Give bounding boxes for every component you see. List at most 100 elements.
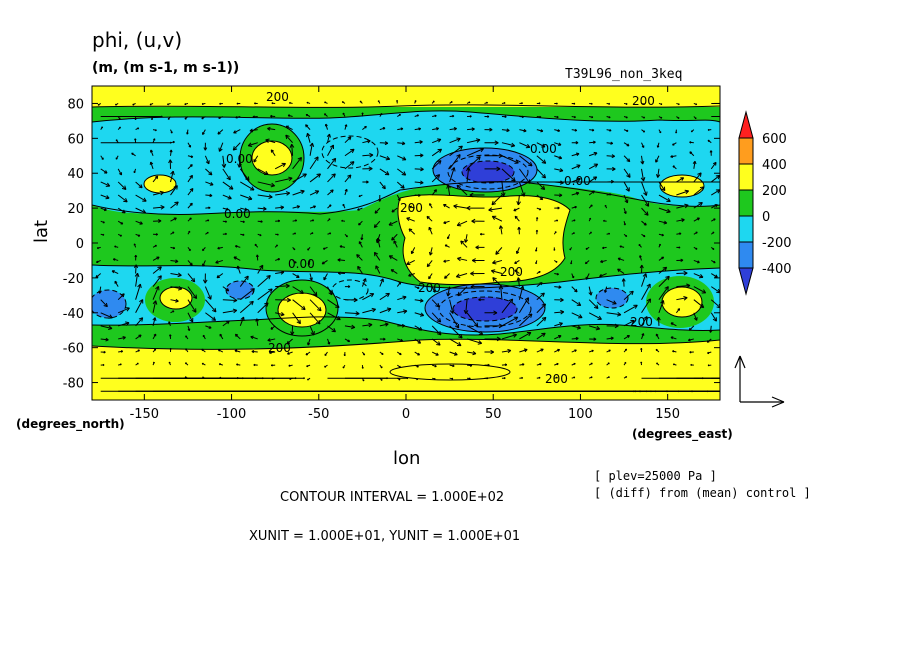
wind-vector — [205, 193, 213, 198]
wind-vector — [640, 348, 643, 353]
colorbar-max-triangle — [738, 110, 754, 139]
wind-vector — [569, 247, 573, 251]
wind-vector — [623, 194, 629, 204]
wind-vector — [234, 333, 241, 340]
wind-vector — [309, 219, 315, 222]
wind-vector — [432, 377, 436, 380]
wind-vector — [641, 298, 652, 314]
wind-vector — [471, 258, 485, 263]
wind-vector — [216, 273, 224, 279]
wind-vector — [397, 127, 404, 131]
wind-vector — [466, 156, 481, 170]
wind-vector — [270, 364, 276, 367]
wind-vector — [117, 168, 123, 176]
wind-vector — [554, 115, 559, 119]
wind-vector — [362, 152, 374, 158]
wind-vector — [554, 219, 559, 222]
wind-vector — [397, 377, 401, 381]
wind-vector — [446, 286, 451, 297]
wind-vector — [432, 364, 437, 368]
wind-vector — [449, 338, 462, 347]
y-tick-label: 60 — [67, 132, 84, 147]
wind-vector — [379, 141, 389, 146]
wind-vector — [619, 245, 625, 248]
wind-vector — [606, 336, 614, 341]
wind-vector — [658, 220, 668, 225]
wind-vector — [641, 181, 648, 196]
wind-vector — [274, 162, 286, 170]
wind-vector — [292, 312, 301, 325]
wind-vector — [501, 168, 516, 182]
wind-vector — [638, 243, 642, 248]
wind-vector — [222, 232, 227, 236]
wind-vector — [519, 376, 524, 380]
wind-vector — [205, 219, 210, 222]
wind-vector — [254, 243, 259, 248]
wind-vector — [327, 189, 334, 196]
wind-vector — [470, 284, 485, 289]
wind-vector — [287, 351, 293, 355]
wind-vector — [232, 142, 241, 151]
wind-vector — [676, 218, 685, 223]
wind-vector — [589, 128, 595, 132]
wind-vector — [132, 102, 136, 106]
wind-vector — [640, 155, 645, 165]
wind-vector — [286, 338, 293, 345]
wind-vector — [97, 103, 101, 106]
wind-vector — [554, 206, 560, 210]
wind-vector — [285, 125, 293, 131]
wind-vector — [117, 293, 125, 301]
wind-vector — [414, 338, 422, 344]
wind-vector — [292, 156, 302, 170]
wind-vector — [287, 114, 293, 118]
wind-vector — [414, 140, 423, 144]
wind-vector — [536, 181, 546, 191]
wind-vector — [501, 101, 506, 105]
wind-vector — [676, 177, 685, 183]
high-n-2 — [144, 175, 176, 193]
wind-vector — [571, 115, 576, 119]
wind-vector — [426, 260, 433, 268]
wind-vector — [344, 124, 348, 130]
wind-vector — [408, 228, 416, 235]
wind-vector — [100, 220, 105, 224]
wind-vector — [443, 259, 450, 263]
wind-vector — [257, 168, 269, 175]
wind-vector — [431, 325, 442, 336]
wind-vector — [467, 127, 475, 132]
wind-vector — [689, 141, 694, 144]
wind-vector — [670, 154, 677, 159]
wind-vector — [536, 129, 544, 133]
wind-vector — [275, 191, 291, 196]
wind-vector — [397, 113, 402, 117]
vector-units: XUNIT = 1.000E+01, YUNIT = 1.000E+01 — [249, 529, 520, 544]
wind-vector — [600, 259, 607, 264]
wind-vector — [606, 102, 611, 105]
wind-vector — [456, 220, 468, 227]
wind-vector — [327, 218, 331, 222]
wind-vector — [693, 312, 698, 321]
wind-vector — [710, 312, 717, 322]
wind-vector — [309, 312, 321, 325]
wind-vector — [623, 233, 628, 237]
wind-vector — [269, 350, 276, 355]
wind-vector — [373, 251, 381, 261]
wind-vector — [676, 295, 688, 301]
wind-vector — [236, 102, 241, 105]
wind-vector — [187, 312, 194, 323]
wind-vector — [184, 362, 189, 366]
wind-vector — [599, 273, 607, 278]
wind-vector — [414, 127, 422, 131]
wind-vector — [431, 189, 437, 196]
wind-vector — [337, 258, 345, 262]
wind-vector — [114, 103, 119, 106]
wind-vector — [588, 151, 598, 157]
wind-vector — [170, 231, 175, 235]
x-tick-label: -50 — [308, 407, 329, 422]
wind-vector — [584, 260, 590, 265]
wind-vector — [292, 247, 296, 251]
wind-vector — [135, 220, 143, 225]
wind-vector — [693, 390, 720, 392]
wind-vector — [690, 129, 695, 133]
